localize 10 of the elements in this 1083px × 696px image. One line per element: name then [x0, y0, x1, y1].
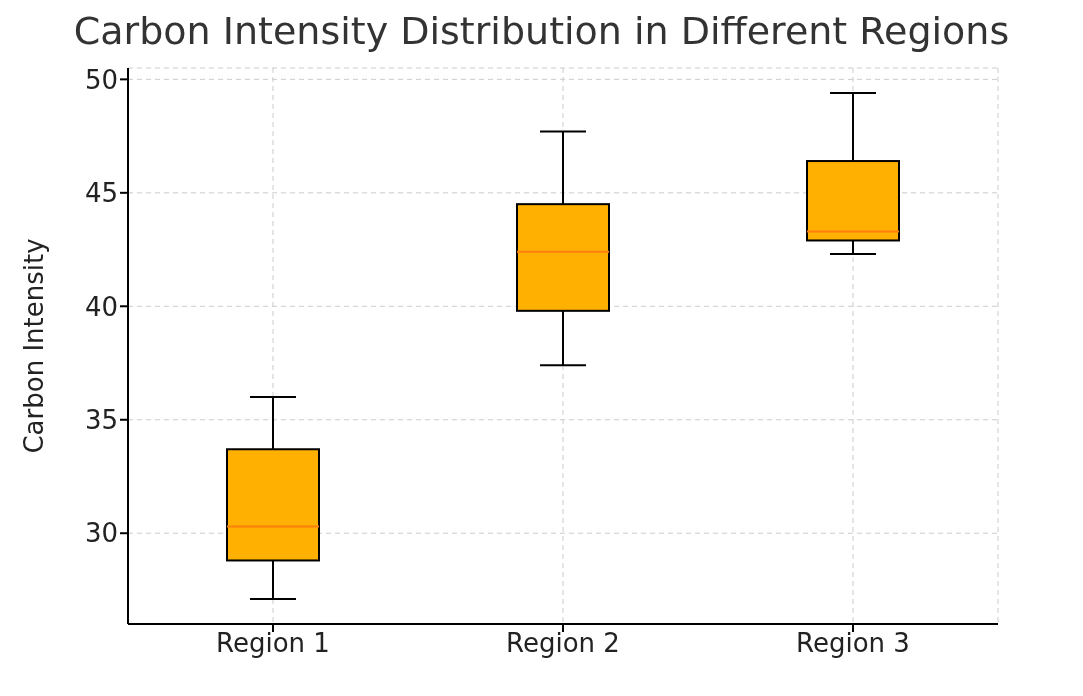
y-tick-label: 45	[84, 178, 118, 209]
x-tick-label: Region 1	[216, 628, 330, 659]
x-tick-label: Region 3	[796, 628, 910, 659]
x-tick-label: Region 2	[506, 628, 620, 659]
y-tick-label: 40	[84, 291, 118, 322]
y-tick-label: 35	[84, 404, 118, 435]
chart-title: Carbon Intensity Distribution in Different Regions	[72, 8, 1011, 54]
y-tick-label: 50	[84, 64, 118, 95]
y-tick-label: 30	[84, 518, 118, 549]
y-axis-title: Carbon Intensity	[19, 238, 50, 454]
